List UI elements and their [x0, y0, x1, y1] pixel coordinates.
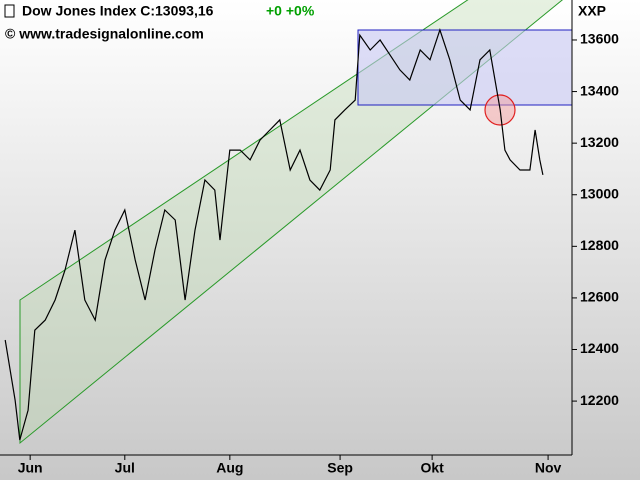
x-tick-label: Sep	[327, 460, 353, 476]
range-box	[357, 29, 573, 106]
axis-label: XXP	[578, 3, 606, 19]
x-tick-label: Jul	[115, 460, 135, 476]
icon	[4, 4, 15, 18]
x-tick-label: Nov	[535, 460, 562, 476]
y-tick-label: 13400	[580, 82, 619, 98]
y-tick-label: 13600	[580, 31, 619, 47]
change: +0 +0%	[266, 3, 315, 19]
x-tick-label: Aug	[216, 460, 243, 476]
subtitle: © www.tradesignalonline.com	[5, 26, 204, 42]
y-tick-label: 12400	[580, 340, 619, 356]
chart-title: Dow Jones Index C:13093,16	[22, 3, 214, 19]
x-tick-label: Okt	[420, 460, 444, 476]
y-tick-label: 13000	[580, 185, 619, 201]
y-tick-label: 13200	[580, 134, 619, 150]
x-tick-label: Jun	[18, 460, 43, 476]
price-line	[4, 27, 544, 441]
y-tick-label: 12200	[580, 392, 619, 408]
y-tick-label: 12600	[580, 289, 619, 305]
y-tick-label: 12800	[580, 237, 619, 253]
